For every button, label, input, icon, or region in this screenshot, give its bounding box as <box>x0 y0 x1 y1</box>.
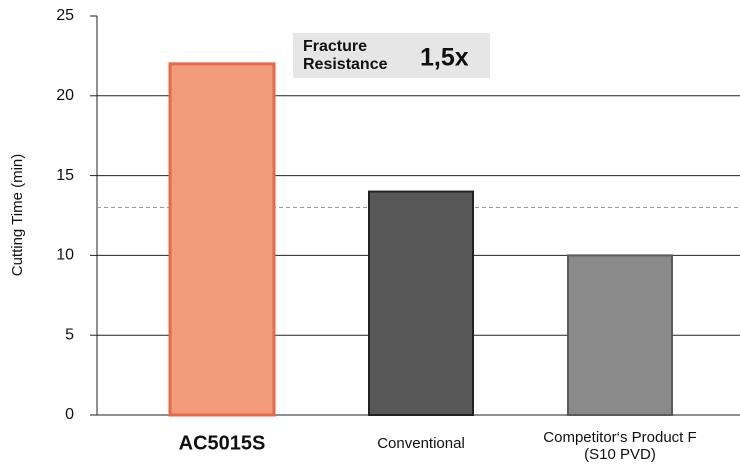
y-tick-label: 15 <box>56 167 74 184</box>
bar <box>567 254 673 416</box>
x-tick-label: Conventional <box>377 435 465 452</box>
bar <box>168 62 276 417</box>
y-tick-label: 5 <box>65 326 74 343</box>
y-axis-label: Cutting Time (min) <box>9 154 26 277</box>
x-tick-label: AC5015S <box>179 432 266 454</box>
y-tick-label: 20 <box>56 87 74 104</box>
y-tick-label: 10 <box>56 247 74 264</box>
annotation-label: Fracture Resistance <box>303 38 388 73</box>
annotation-value: 1,5x <box>420 44 469 72</box>
bar <box>368 190 474 416</box>
x-tick-label: Competitor‘s Product F (S10 PVD) <box>543 429 696 463</box>
y-tick-label: 0 <box>65 406 74 423</box>
y-tick-label: 25 <box>56 7 74 24</box>
annotation-box <box>293 33 490 78</box>
